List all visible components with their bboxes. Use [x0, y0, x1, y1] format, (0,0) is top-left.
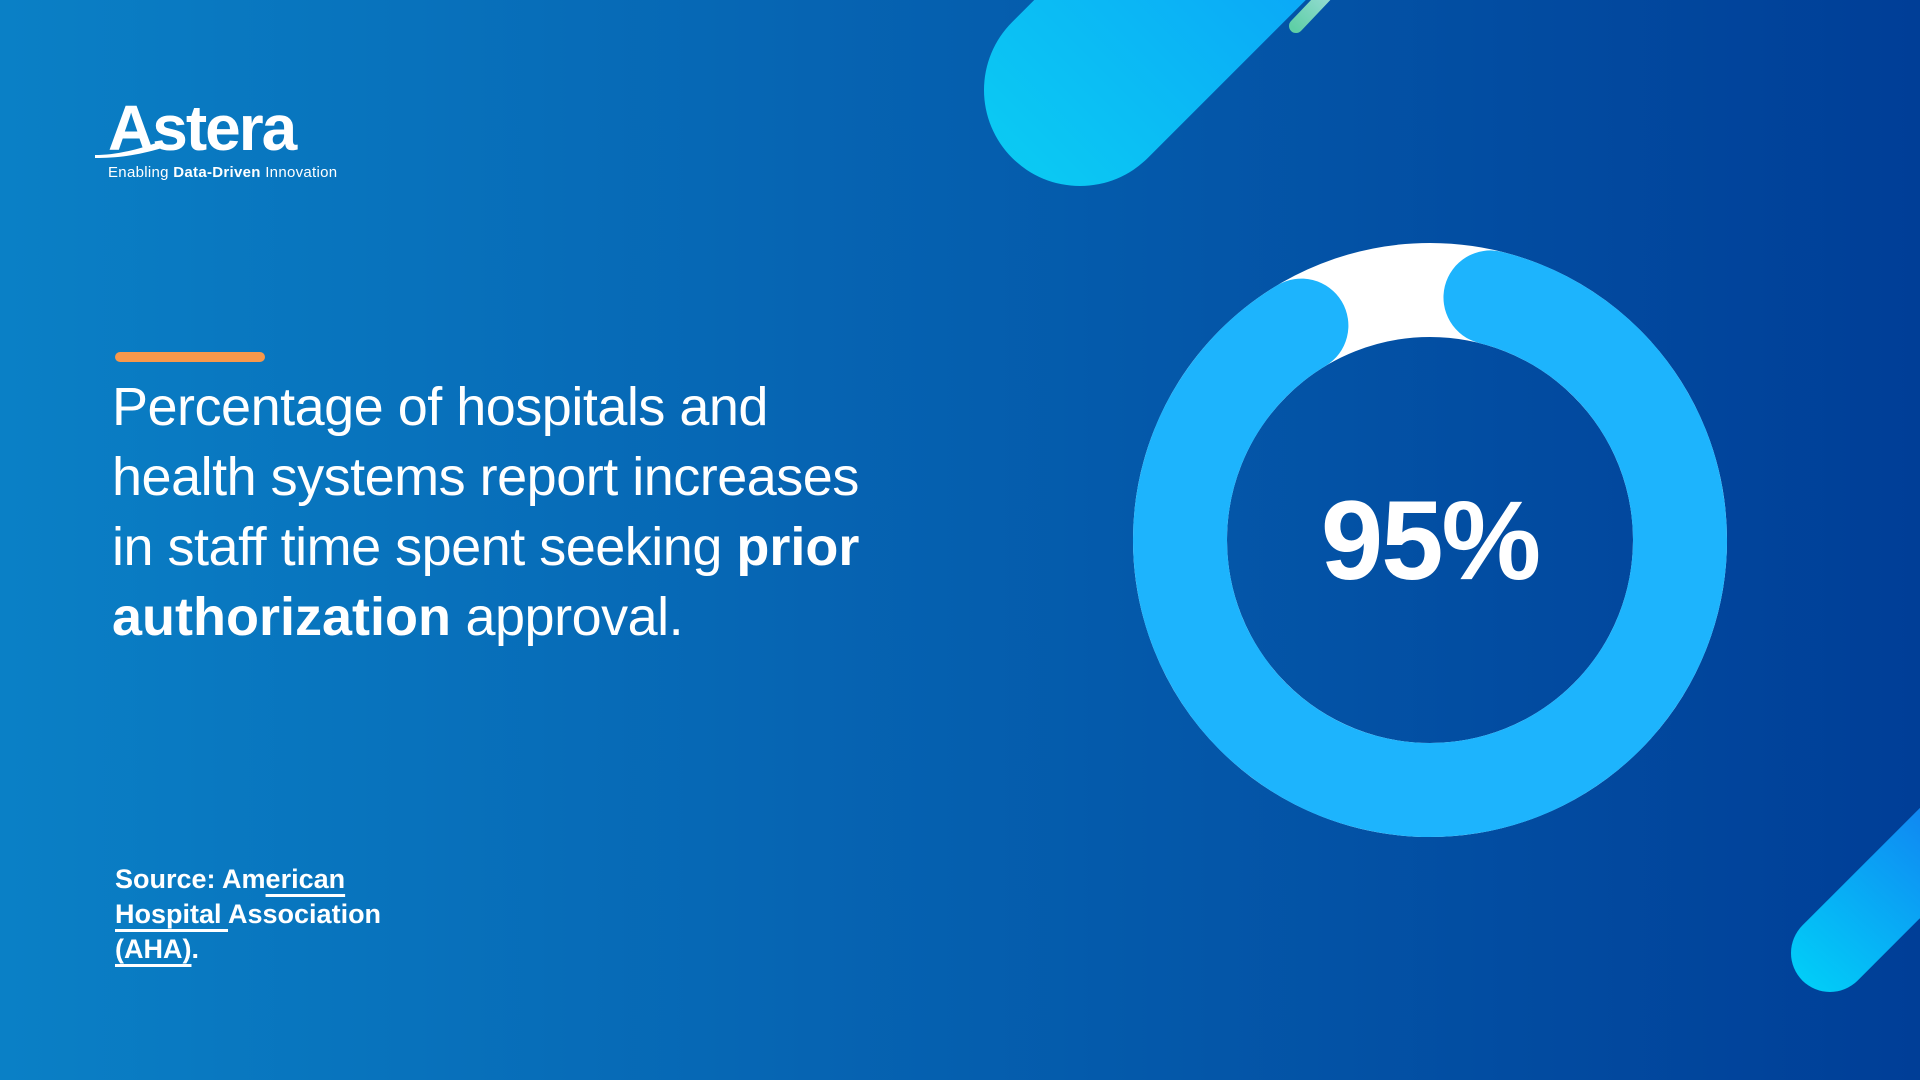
stat-value: 95% [1110, 220, 1750, 860]
source-link[interactable]: erican [265, 864, 346, 894]
headline-line-2-text: health systems report increases [112, 447, 859, 507]
astera-wordmark: Astera [95, 96, 337, 160]
tagline-post: Innovation [260, 164, 338, 181]
source-suffix: . [191, 934, 199, 964]
source-line-2: Hospital Association [115, 897, 381, 932]
stat-value-label: 95% [1320, 477, 1541, 603]
source-link[interactable]: Am [222, 864, 266, 894]
source-prefix: Source: [115, 864, 223, 894]
headline-line-1-text: Percentage of hospitals and [112, 377, 768, 437]
headline-line-1: Percentage of hospitals and [112, 372, 859, 442]
decorative-stick-top-right [1289, 0, 1331, 33]
brand-tagline: Enabling Data-Driven Innovation [108, 164, 337, 181]
headline: Percentage of hospitals and health syste… [112, 372, 859, 652]
source-line-1: Source: American [115, 862, 381, 897]
source-link[interactable]: Hospital [115, 899, 229, 929]
headline-line-2: health systems report increases [112, 442, 859, 512]
headline-line-4-regular: approval. [450, 587, 684, 647]
decorative-capsule-top-right [984, 0, 1306, 186]
accent-bar [115, 352, 265, 362]
headline-line-3-bold: prior [736, 517, 860, 577]
source-link[interactable]: (AHA) [115, 934, 192, 964]
donut-chart [1133, 243, 1727, 837]
source-link[interactable]: Association [228, 899, 382, 929]
headline-line-4-bold: authorization [112, 587, 451, 647]
headline-line-4: authorization approval. [112, 582, 859, 652]
source-citation: Source: American Hospital Association (A… [115, 862, 381, 967]
tagline-pre: Enabling [108, 164, 174, 181]
headline-line-3-regular: in staff time spent seeking [112, 517, 737, 577]
tagline-bold: Data-Driven [173, 164, 261, 181]
donut-value-segment [1133, 243, 1727, 837]
logo-swoosh-icon [95, 141, 162, 158]
headline-line-3: in staff time spent seeking prior [112, 512, 859, 582]
decorative-capsule-bottom-right [1791, 807, 1920, 992]
astera-logo: Astera Enabling Data-Driven Innovation [95, 96, 337, 181]
source-line-3: (AHA). [115, 932, 381, 967]
